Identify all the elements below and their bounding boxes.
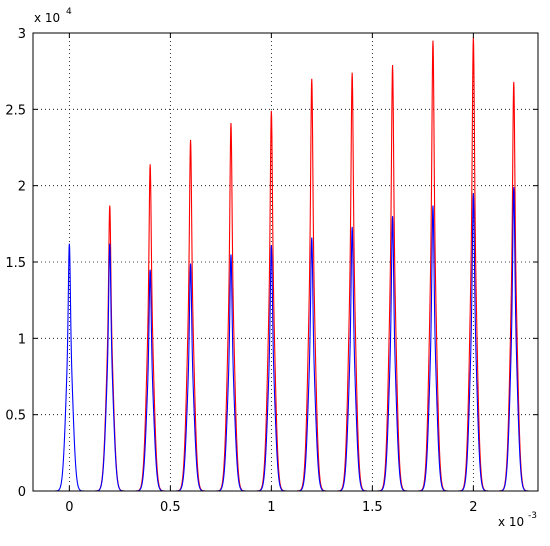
y-tick-label: 0 — [18, 485, 26, 500]
y-tick-label: 0.5 — [5, 409, 26, 424]
y-multiplier: x 10 4 — [34, 7, 72, 25]
x-multiplier: x 10 -3 — [498, 511, 537, 529]
y-multiplier-exponent: 4 — [66, 7, 72, 17]
x-tick-label: 1.5 — [362, 500, 383, 515]
x-multiplier-base: x 10 — [498, 515, 524, 529]
tick-labels: 0 0.5 1 1.5 2 0 0.5 1 1.5 2 2.5 3 — [5, 27, 477, 515]
y-tick-label: 1.5 — [5, 256, 26, 271]
x-tick-label: 0.5 — [160, 500, 181, 515]
y-tick-label: 2 — [18, 180, 26, 195]
y-multiplier-base: x 10 — [34, 11, 60, 25]
y-tick-label: 1 — [18, 332, 26, 347]
x-tick-label: 2 — [469, 500, 477, 515]
x-tick-label: 0 — [65, 500, 73, 515]
y-tick-label: 3 — [18, 27, 26, 42]
grid — [33, 33, 538, 491]
y-tick-label: 2.5 — [5, 103, 26, 118]
x-multiplier-exponent: -3 — [528, 511, 537, 521]
ticks — [33, 32, 538, 492]
x-tick-label: 1 — [267, 500, 275, 515]
